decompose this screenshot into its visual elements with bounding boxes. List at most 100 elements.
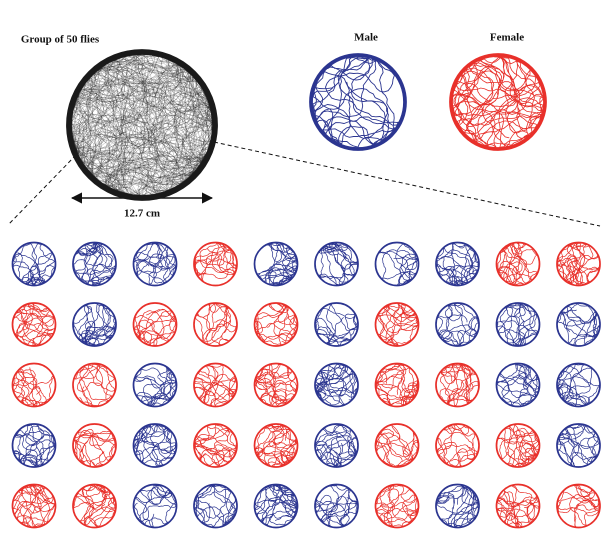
arena-rim	[132, 362, 178, 408]
arena-rim	[435, 483, 480, 529]
trajectory	[13, 424, 55, 467]
zoom-line	[213, 141, 601, 227]
arena-rim	[435, 302, 480, 347]
arena-rim	[495, 302, 541, 347]
arena-rim	[132, 423, 178, 468]
trajectory	[255, 303, 298, 346]
arena-rim	[253, 302, 299, 347]
trajectory	[318, 243, 358, 285]
trajectory	[557, 243, 600, 286]
arena-rim	[374, 241, 420, 287]
arena-rim	[11, 302, 57, 347]
arena-rim	[495, 241, 541, 287]
trajectory	[315, 364, 358, 406]
arena-rim	[314, 423, 359, 468]
arena-rim	[556, 483, 601, 529]
arena-rim	[11, 241, 57, 287]
arena-rim	[374, 362, 420, 408]
arena-rim	[253, 241, 299, 287]
arena-rim	[435, 362, 480, 408]
trajectory	[133, 484, 176, 528]
arena-rim	[72, 241, 117, 287]
arena-rim	[72, 423, 117, 468]
arena-rim	[253, 483, 299, 529]
arena-rim	[556, 241, 601, 287]
trajectory	[497, 303, 538, 346]
trajectory	[378, 243, 418, 285]
arena-rim	[132, 483, 178, 529]
trajectory	[312, 56, 400, 148]
trajectory	[73, 484, 116, 527]
arena-rim	[314, 241, 359, 287]
arena-rim	[495, 362, 541, 408]
trajectory	[12, 484, 56, 527]
trajectory	[71, 54, 213, 196]
trajectory	[73, 428, 116, 467]
female-label: Female	[490, 32, 524, 44]
arena-rim	[449, 53, 547, 151]
trajectory	[375, 485, 418, 527]
trajectory	[557, 424, 600, 467]
trajectory	[257, 243, 297, 286]
trajectory	[315, 484, 358, 527]
zoom-line	[7, 154, 77, 226]
arena-rim	[253, 362, 299, 408]
trajectory	[134, 367, 176, 407]
arena-rim	[495, 423, 541, 468]
trajectory	[498, 424, 539, 467]
trajectory	[134, 308, 176, 346]
trajectory	[194, 243, 237, 281]
arena-rim	[66, 49, 218, 201]
trajectory	[375, 364, 419, 406]
trajectory	[194, 424, 237, 467]
arena-rim	[314, 302, 359, 347]
trajectory	[496, 363, 539, 407]
trajectory	[497, 243, 538, 285]
arena-rim	[374, 483, 420, 529]
arena-rim	[309, 53, 407, 151]
trajectory	[376, 302, 419, 346]
arena-rim	[193, 362, 238, 408]
trajectory	[133, 424, 176, 467]
trajectory	[13, 243, 56, 286]
trajectory	[557, 303, 600, 346]
arena-rim	[435, 241, 480, 287]
trajectory	[194, 364, 237, 407]
trajectory	[194, 484, 237, 527]
trajectory	[439, 364, 479, 406]
arenas	[11, 49, 601, 529]
trajectory	[436, 485, 479, 528]
trajectory	[557, 364, 600, 406]
male-label: Male	[354, 32, 378, 44]
trajectory	[73, 303, 116, 346]
trajectory	[13, 303, 55, 346]
group-label: Group of 50 flies	[21, 34, 100, 46]
arena-rim	[374, 423, 420, 468]
trajectory	[134, 243, 177, 285]
trajectory	[452, 56, 544, 148]
trajectory	[437, 303, 479, 346]
trajectory	[315, 424, 357, 467]
arena-rim	[11, 483, 57, 529]
arena-rim	[11, 362, 57, 408]
arena-rim	[193, 423, 238, 468]
trajectory	[74, 364, 115, 407]
arena-rim	[193, 302, 238, 347]
trajectory	[255, 364, 297, 407]
arena-rim	[556, 362, 601, 408]
trajectory	[436, 243, 479, 286]
arena-rim	[193, 483, 238, 529]
arena-rim	[72, 362, 117, 408]
scale-label: 12.7 cm	[124, 208, 160, 220]
arena-rim	[11, 423, 57, 468]
arena-rim	[132, 302, 178, 347]
trajectory	[255, 484, 298, 526]
arena-rim	[72, 483, 117, 529]
trajectory	[376, 424, 418, 467]
arena-rim	[72, 302, 117, 347]
trajectory	[13, 367, 54, 407]
arena-rim	[314, 483, 359, 529]
trajectory	[496, 485, 539, 527]
arena-rim	[495, 483, 541, 529]
